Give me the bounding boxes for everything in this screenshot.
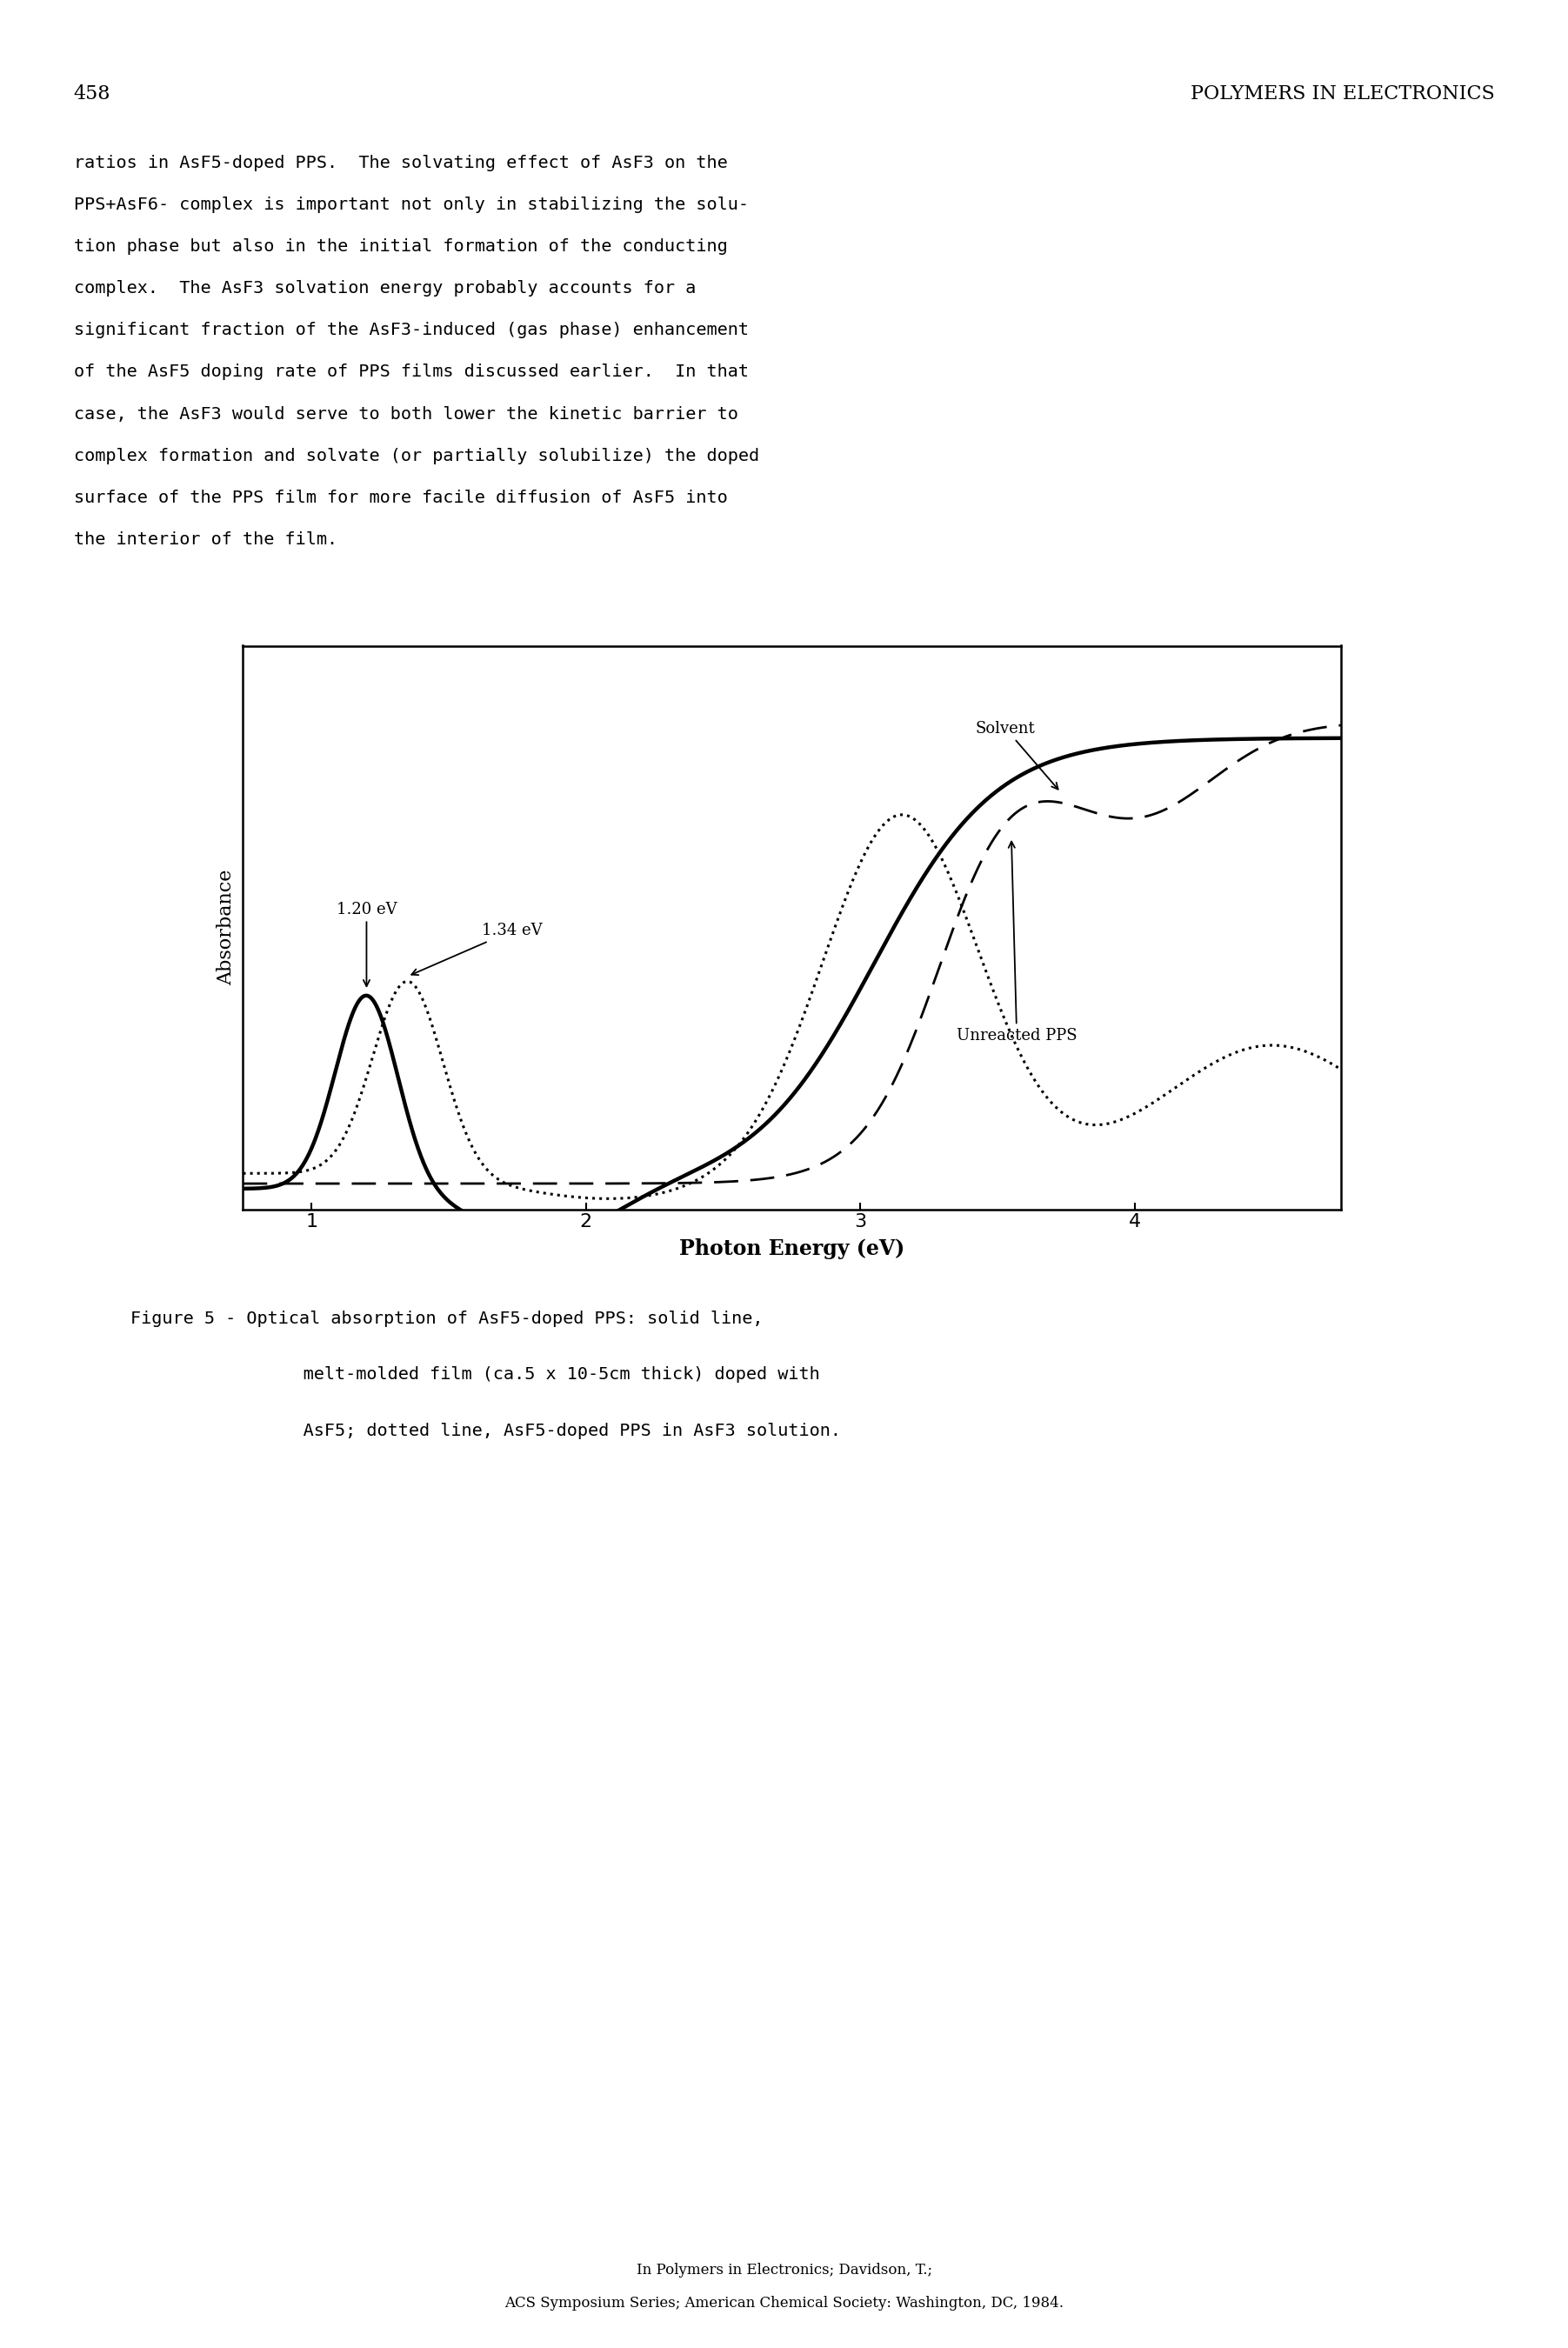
Text: 458: 458 (74, 85, 111, 103)
Text: PPS+AsF6- complex is important not only in stabilizing the solu-: PPS+AsF6- complex is important not only … (74, 197, 748, 214)
Text: complex.  The AsF3 solvation energy probably accounts for a: complex. The AsF3 solvation energy proba… (74, 279, 696, 296)
Y-axis label: Absorbance: Absorbance (216, 869, 235, 986)
Text: of the AsF5 doping rate of PPS films discussed earlier.  In that: of the AsF5 doping rate of PPS films dis… (74, 364, 748, 380)
Text: ratios in AsF5-doped PPS.  The solvating effect of AsF3 on the: ratios in AsF5-doped PPS. The solvating … (74, 155, 728, 171)
Text: In Polymers in Electronics; Davidson, T.;: In Polymers in Electronics; Davidson, T.… (637, 2263, 931, 2278)
Text: Figure 5 - Optical absorption of AsF5-doped PPS: solid line,: Figure 5 - Optical absorption of AsF5-do… (130, 1310, 762, 1327)
Text: tion phase but also in the initial formation of the conducting: tion phase but also in the initial forma… (74, 239, 728, 256)
Text: complex formation and solvate (or partially solubilize) the doped: complex formation and solvate (or partia… (74, 448, 759, 465)
Text: case, the AsF3 would serve to both lower the kinetic barrier to: case, the AsF3 would serve to both lower… (74, 406, 739, 423)
X-axis label: Photon Energy (eV): Photon Energy (eV) (679, 1237, 905, 1259)
Text: Unreacted PPS: Unreacted PPS (956, 841, 1077, 1043)
Text: significant fraction of the AsF3-induced (gas phase) enhancement: significant fraction of the AsF3-induced… (74, 322, 748, 338)
Text: surface of the PPS film for more facile diffusion of AsF5 into: surface of the PPS film for more facile … (74, 488, 728, 505)
Text: 1.20 eV: 1.20 eV (336, 902, 397, 986)
Text: Solvent: Solvent (975, 721, 1058, 789)
Text: AsF5; dotted line, AsF5-doped PPS in AsF3 solution.: AsF5; dotted line, AsF5-doped PPS in AsF… (251, 1423, 842, 1439)
Text: melt-molded film (ca.5 x 10-5cm thick) doped with: melt-molded film (ca.5 x 10-5cm thick) d… (251, 1367, 820, 1383)
Text: the interior of the film.: the interior of the film. (74, 531, 337, 547)
Text: 1.34 eV: 1.34 eV (411, 923, 543, 974)
Text: POLYMERS IN ELECTRONICS: POLYMERS IN ELECTRONICS (1190, 85, 1494, 103)
Text: ACS Symposium Series; American Chemical Society: Washington, DC, 1984.: ACS Symposium Series; American Chemical … (505, 2296, 1063, 2310)
